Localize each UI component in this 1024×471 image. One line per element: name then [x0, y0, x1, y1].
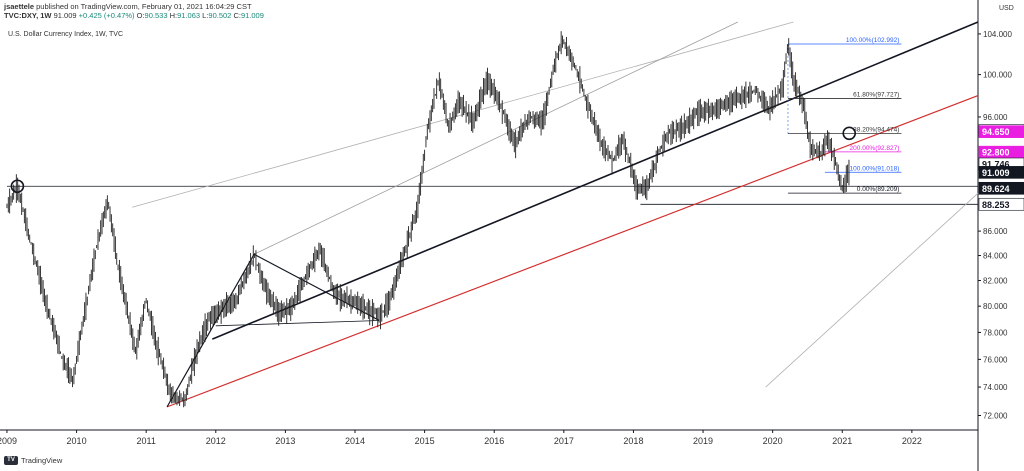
x-tick-label: 2019	[693, 436, 713, 446]
trend-line	[166, 253, 255, 408]
trend-line	[253, 21, 739, 255]
y-tick-label: 82.000	[983, 277, 1008, 286]
fib-level-label: 100.00%(91.018)	[850, 165, 900, 172]
price-label: 91.009	[982, 168, 1010, 178]
trend-line	[215, 320, 380, 327]
price-bars	[6, 31, 850, 408]
trend-line	[765, 192, 979, 388]
fib-level-label: 200.00%(92.827)	[850, 145, 900, 152]
x-tick-label: 2020	[763, 436, 783, 446]
marker-circle	[10, 179, 25, 194]
y-tick-label: 76.000	[983, 355, 1008, 364]
y-tick-label: 86.000	[983, 227, 1008, 236]
author-name[interactable]: jsaettele	[4, 2, 35, 11]
price-label: 89.624	[982, 184, 1010, 194]
y-tick-label: 96.000	[983, 113, 1008, 122]
tradingview-logo-icon: TV	[4, 456, 18, 465]
y-tick-label: 78.000	[983, 328, 1008, 337]
x-tick-label: 2018	[623, 436, 643, 446]
price-label: 92.800	[982, 148, 1010, 158]
currency-label: USD	[999, 5, 1014, 12]
x-tick-label: 2011	[136, 436, 155, 446]
x-tick-label: 2009	[0, 436, 17, 446]
tradingview-logo[interactable]: TV TradingView	[4, 456, 62, 465]
price-label: 91.746	[982, 159, 1010, 169]
symbol-name[interactable]: TVC:DXY, 1W	[4, 11, 52, 20]
close-value: 91.009	[240, 11, 264, 20]
x-tick-label: 2022	[902, 436, 922, 446]
x-tick-label: 2012	[206, 436, 226, 446]
trend-line	[132, 21, 794, 208]
low-label: L:	[202, 11, 209, 20]
price-label: 94.650	[982, 127, 1010, 137]
x-tick-label: 2021	[832, 436, 852, 446]
trend-line	[166, 95, 979, 408]
x-tick-label: 2016	[484, 436, 504, 446]
publish-header: jsaettele published on TradingView.com, …	[4, 2, 252, 11]
price-label-box	[978, 197, 1024, 211]
fib-level-label: 0.00%(89.209)	[857, 186, 900, 193]
price-label-box	[978, 166, 1024, 179]
trend-line	[253, 253, 380, 322]
trend-line	[211, 21, 979, 340]
fib-level-label: 100.00%(102.992)	[846, 37, 900, 44]
y-tick-label: 104.000	[983, 30, 1012, 39]
high-label: H:	[169, 11, 178, 20]
y-tick-label: 72.000	[983, 411, 1008, 420]
low-value: 90.502	[208, 11, 232, 20]
fib-level-label: 38.20%(94.474)	[853, 127, 899, 134]
x-tick-label: 2010	[67, 436, 87, 446]
logo-text: TradingView	[21, 456, 63, 465]
open-value: 90.533	[144, 11, 168, 20]
marker-circle	[842, 126, 857, 141]
published-text: published on TradingView.com, February 0…	[36, 2, 252, 11]
y-tick-label: 80.000	[983, 302, 1008, 311]
open-label: O:	[136, 11, 145, 20]
price-change: +0.425 (+0.47%)	[78, 11, 135, 20]
symbol-header: TVC:DXY, 1W 91.009 +0.425 (+0.47%) O:90.…	[4, 11, 264, 20]
close-label: C:	[233, 11, 241, 20]
price-label-box	[978, 181, 1024, 195]
y-tick-label: 84.000	[983, 252, 1008, 261]
y-tick-label: 100.000	[983, 71, 1012, 80]
price-label-box	[978, 125, 1024, 138]
chart-title: U.S. Dollar Currency Index, 1W, TVC	[8, 31, 124, 38]
high-value: 91.063	[177, 11, 201, 20]
fib-level-label: 61.80%(97.727)	[853, 91, 899, 98]
x-tick-label: 2015	[415, 436, 435, 446]
x-tick-label: 2014	[345, 436, 365, 446]
x-tick-label: 2017	[554, 436, 574, 446]
last-price: 91.009	[53, 11, 77, 20]
price-label: 88.253	[982, 200, 1010, 210]
x-tick-label: 2013	[275, 436, 295, 446]
y-tick-label: 74.000	[983, 383, 1008, 392]
